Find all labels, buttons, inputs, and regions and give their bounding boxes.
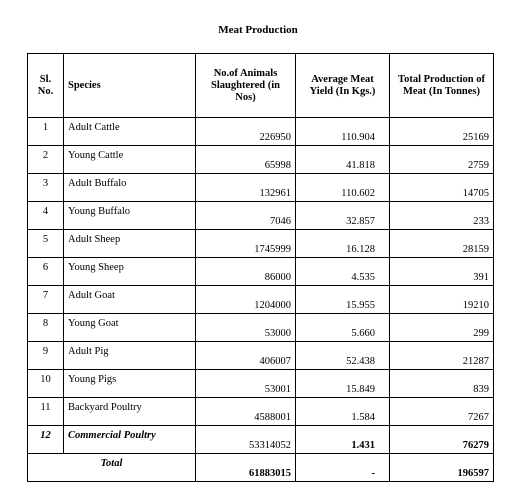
- cell-yield: 41.818: [295, 145, 390, 174]
- total-production: 196597: [389, 453, 494, 482]
- cell-animals: 7046: [195, 201, 296, 230]
- table-row: 7 Adult Goat 1204000 15.955 19210: [27, 285, 494, 314]
- cell-sl: 12: [27, 425, 64, 454]
- cell-sl: 7: [27, 285, 64, 314]
- cell-animals: 1745999: [195, 229, 296, 258]
- header-average-yield: Average Meat Yield (In Kgs.): [295, 53, 390, 118]
- cell-species: Young Sheep: [63, 257, 196, 286]
- cell-yield: 110.602: [295, 173, 390, 202]
- cell-animals: 406007: [195, 341, 296, 370]
- cell-yield: 110.904: [295, 117, 390, 146]
- cell-yield: 52.438: [295, 341, 390, 370]
- total-label: Total: [27, 453, 196, 482]
- table-row: 4 Young Buffalo 7046 32.857 233: [27, 201, 494, 230]
- total-yield: -: [295, 453, 390, 482]
- cell-total: 391: [389, 257, 494, 286]
- meat-production-table: Sl. No. Species No.of Animals Slaughtere…: [27, 53, 494, 482]
- cell-animals: 53000: [195, 313, 296, 342]
- cell-animals: 86000: [195, 257, 296, 286]
- header-sl-no: Sl. No.: [27, 53, 64, 118]
- header-species: Species: [63, 53, 196, 118]
- cell-total: 76279: [389, 425, 494, 454]
- cell-species: Adult Goat: [63, 285, 196, 314]
- page-title: Meat Production: [218, 24, 298, 36]
- cell-sl: 5: [27, 229, 64, 258]
- cell-animals: 53001: [195, 369, 296, 398]
- cell-yield: 15.849: [295, 369, 390, 398]
- header-total-production: Total Production of Meat (In Tonnes): [389, 53, 494, 118]
- cell-animals: 226950: [195, 117, 296, 146]
- header-row: Sl. No. Species No.of Animals Slaughtere…: [27, 53, 494, 118]
- cell-sl: 9: [27, 341, 64, 370]
- cell-yield: 32.857: [295, 201, 390, 230]
- cell-species: Young Pigs: [63, 369, 196, 398]
- cell-yield: 5.660: [295, 313, 390, 342]
- cell-species: Backyard Poultry: [63, 397, 196, 426]
- cell-sl: 8: [27, 313, 64, 342]
- cell-total: 7267: [389, 397, 494, 426]
- cell-species: Commercial Poultry: [63, 425, 196, 454]
- cell-animals: 53314052: [195, 425, 296, 454]
- table-row: 12 Commercial Poultry 53314052 1.431 762…: [27, 425, 494, 454]
- cell-sl: 4: [27, 201, 64, 230]
- table-row: 2 Young Cattle 65998 41.818 2759: [27, 145, 494, 174]
- cell-total: 25169: [389, 117, 494, 146]
- cell-yield: 4.535: [295, 257, 390, 286]
- cell-animals: 1204000: [195, 285, 296, 314]
- cell-total: 28159: [389, 229, 494, 258]
- table-row: 9 Adult Pig 406007 52.438 21287: [27, 341, 494, 370]
- cell-total: 2759: [389, 145, 494, 174]
- cell-sl: 10: [27, 369, 64, 398]
- cell-animals: 65998: [195, 145, 296, 174]
- cell-total: 19210: [389, 285, 494, 314]
- cell-sl: 3: [27, 173, 64, 202]
- cell-species: Young Cattle: [63, 145, 196, 174]
- cell-species: Adult Cattle: [63, 117, 196, 146]
- cell-species: Adult Buffalo: [63, 173, 196, 202]
- cell-yield: 1.584: [295, 397, 390, 426]
- cell-species: Adult Sheep: [63, 229, 196, 258]
- table-row: 11 Backyard Poultry 4588001 1.584 7267: [27, 397, 494, 426]
- header-animals-slaughtered: No.of Animals Slaughtered (in Nos): [195, 53, 296, 118]
- total-animals: 61883015: [195, 453, 296, 482]
- table-row: 6 Young Sheep 86000 4.535 391: [27, 257, 494, 286]
- cell-yield: 16.128: [295, 229, 390, 258]
- totals-row: Total 61883015 - 196597: [27, 453, 494, 482]
- cell-animals: 132961: [195, 173, 296, 202]
- table-row: 8 Young Goat 53000 5.660 299: [27, 313, 494, 342]
- cell-sl: 2: [27, 145, 64, 174]
- cell-sl: 11: [27, 397, 64, 426]
- cell-yield: 15.955: [295, 285, 390, 314]
- cell-total: 233: [389, 201, 494, 230]
- table-row: 10 Young Pigs 53001 15.849 839: [27, 369, 494, 398]
- cell-sl: 1: [27, 117, 64, 146]
- table-row: 1 Adult Cattle 226950 110.904 25169: [27, 117, 494, 146]
- cell-total: 14705: [389, 173, 494, 202]
- cell-animals: 4588001: [195, 397, 296, 426]
- cell-species: Young Buffalo: [63, 201, 196, 230]
- cell-sl: 6: [27, 257, 64, 286]
- table-row: 3 Adult Buffalo 132961 110.602 14705: [27, 173, 494, 202]
- cell-species: Young Goat: [63, 313, 196, 342]
- table-row: 5 Adult Sheep 1745999 16.128 28159: [27, 229, 494, 258]
- cell-total: 839: [389, 369, 494, 398]
- cell-total: 299: [389, 313, 494, 342]
- cell-species: Adult Pig: [63, 341, 196, 370]
- document-page: Meat Production Sl. No. Species No.of An…: [27, 24, 494, 482]
- cell-yield: 1.431: [295, 425, 390, 454]
- cell-total: 21287: [389, 341, 494, 370]
